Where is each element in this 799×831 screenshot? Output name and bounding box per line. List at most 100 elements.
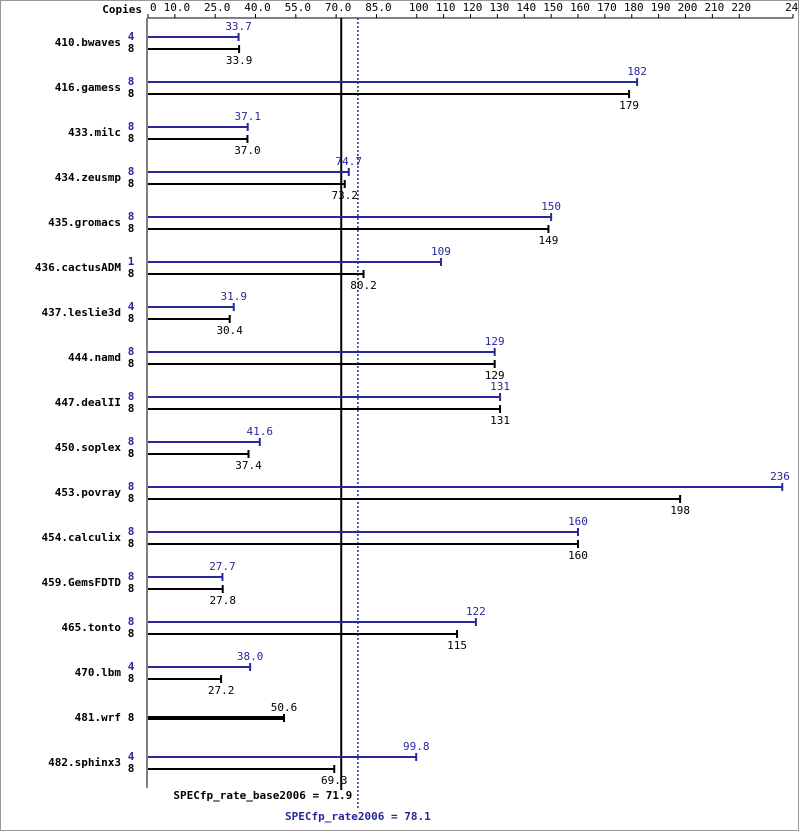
y-tick-label: 450.soplex — [55, 441, 122, 454]
copies-label: 8 — [128, 210, 135, 223]
x-axis-label: Copies — [102, 3, 142, 16]
copies-label: 4 — [128, 30, 135, 43]
value-label: 131 — [490, 380, 510, 393]
y-tick-label: 454.calculix — [42, 531, 122, 544]
x-tick-label: 85.0 — [365, 1, 392, 14]
value-label: 37.1 — [234, 110, 261, 123]
copies-label: 8 — [128, 582, 135, 595]
y-tick-label: 465.tonto — [61, 621, 121, 634]
copies-label: 8 — [128, 537, 135, 550]
x-tick-label: 210 — [704, 1, 724, 14]
value-label: 182 — [627, 65, 647, 78]
reference-label: SPECfp_rate_base2006 = 71.9 — [173, 789, 352, 802]
copies-label: 8 — [128, 480, 135, 493]
value-label: 27.8 — [209, 594, 236, 607]
value-label: 38.0 — [237, 650, 264, 663]
copies-label: 8 — [128, 165, 135, 178]
y-tick-label: 459.GemsFDTD — [42, 576, 122, 589]
reference-label: SPECfp_rate2006 = 78.1 — [285, 810, 431, 823]
y-tick-label: 481.wrf — [75, 711, 121, 724]
value-label: 50.6 — [271, 701, 298, 714]
x-tick-label: 0 — [150, 1, 157, 14]
y-tick-label: 410.bwaves — [55, 36, 121, 49]
value-label: 41.6 — [247, 425, 274, 438]
value-label: 37.0 — [234, 144, 261, 157]
copies-label: 4 — [128, 300, 135, 313]
x-tick-label: 160 — [570, 1, 590, 14]
copies-label: 4 — [128, 660, 135, 673]
y-tick-label: 437.leslie3d — [42, 306, 121, 319]
value-label: 160 — [568, 549, 588, 562]
copies-label: 8 — [128, 402, 135, 415]
y-tick-label: 447.dealII — [55, 396, 121, 409]
x-tick-label: 120 — [463, 1, 483, 14]
y-tick-label: 433.milc — [68, 126, 121, 139]
copies-label: 8 — [128, 447, 135, 460]
value-label: 69.3 — [321, 774, 348, 787]
value-label: 74.7 — [336, 155, 363, 168]
value-label: 129 — [485, 335, 505, 348]
copies-label: 8 — [128, 177, 135, 190]
x-tick-label: 220 — [731, 1, 751, 14]
x-tick-label: 180 — [624, 1, 644, 14]
x-tick-label: 55.0 — [285, 1, 312, 14]
copies-label: 8 — [128, 525, 135, 538]
y-tick-label: 444.namd — [68, 351, 121, 364]
x-tick-label: 40.0 — [244, 1, 271, 14]
copies-label: 8 — [128, 492, 135, 505]
y-tick-label: 453.povray — [55, 486, 122, 499]
y-tick-label: 470.lbm — [75, 666, 122, 679]
value-label: 37.4 — [235, 459, 262, 472]
x-tick-label: 240 — [785, 1, 799, 14]
copies-label: 8 — [128, 390, 135, 403]
copies-label: 8 — [128, 627, 135, 640]
copies-label: 8 — [128, 132, 135, 145]
x-tick-label: 170 — [597, 1, 617, 14]
value-label: 131 — [490, 414, 510, 427]
value-label: 73.2 — [331, 189, 358, 202]
x-tick-label: 100 — [409, 1, 429, 14]
value-label: 33.9 — [226, 54, 253, 67]
copies-label: 4 — [128, 750, 135, 763]
copies-label: 8 — [128, 615, 135, 628]
copies-label: 8 — [128, 75, 135, 88]
y-tick-label: 436.cactusADM — [35, 261, 121, 274]
value-label: 30.4 — [216, 324, 243, 337]
x-tick-label: 140 — [516, 1, 536, 14]
y-tick-label: 435.gromacs — [48, 216, 121, 229]
y-tick-label: 482.sphinx3 — [48, 756, 121, 769]
value-label: 198 — [670, 504, 690, 517]
value-label: 33.7 — [225, 20, 252, 33]
value-label: 115 — [447, 639, 467, 652]
copies-label: 8 — [128, 87, 135, 100]
copies-label: 8 — [128, 762, 135, 775]
copies-label: 8 — [128, 357, 135, 370]
x-tick-label: 25.0 — [204, 1, 231, 14]
y-tick-label: 416.gamess — [55, 81, 121, 94]
value-label: 27.7 — [209, 560, 236, 573]
copies-label: 8 — [128, 267, 135, 280]
x-tick-label: 200 — [678, 1, 698, 14]
value-label: 80.2 — [350, 279, 377, 292]
copies-label: 1 — [128, 255, 135, 268]
copies-label: 8 — [128, 312, 135, 325]
value-label: 129 — [485, 369, 505, 382]
copies-label: 8 — [128, 570, 135, 583]
x-tick-label: 10.0 — [164, 1, 191, 14]
copies-label: 8 — [128, 345, 135, 358]
value-label: 149 — [539, 234, 559, 247]
x-tick-label: 110 — [436, 1, 456, 14]
copies-label: 8 — [128, 711, 135, 724]
copies-label: 8 — [128, 120, 135, 133]
value-label: 109 — [431, 245, 451, 258]
value-label: 160 — [568, 515, 588, 528]
y-tick-label: 434.zeusmp — [55, 171, 122, 184]
copies-label: 8 — [128, 42, 135, 55]
copies-label: 8 — [128, 435, 135, 448]
x-tick-label: 150 — [543, 1, 563, 14]
value-label: 150 — [541, 200, 561, 213]
x-tick-label: 190 — [651, 1, 671, 14]
value-label: 236 — [770, 470, 790, 483]
